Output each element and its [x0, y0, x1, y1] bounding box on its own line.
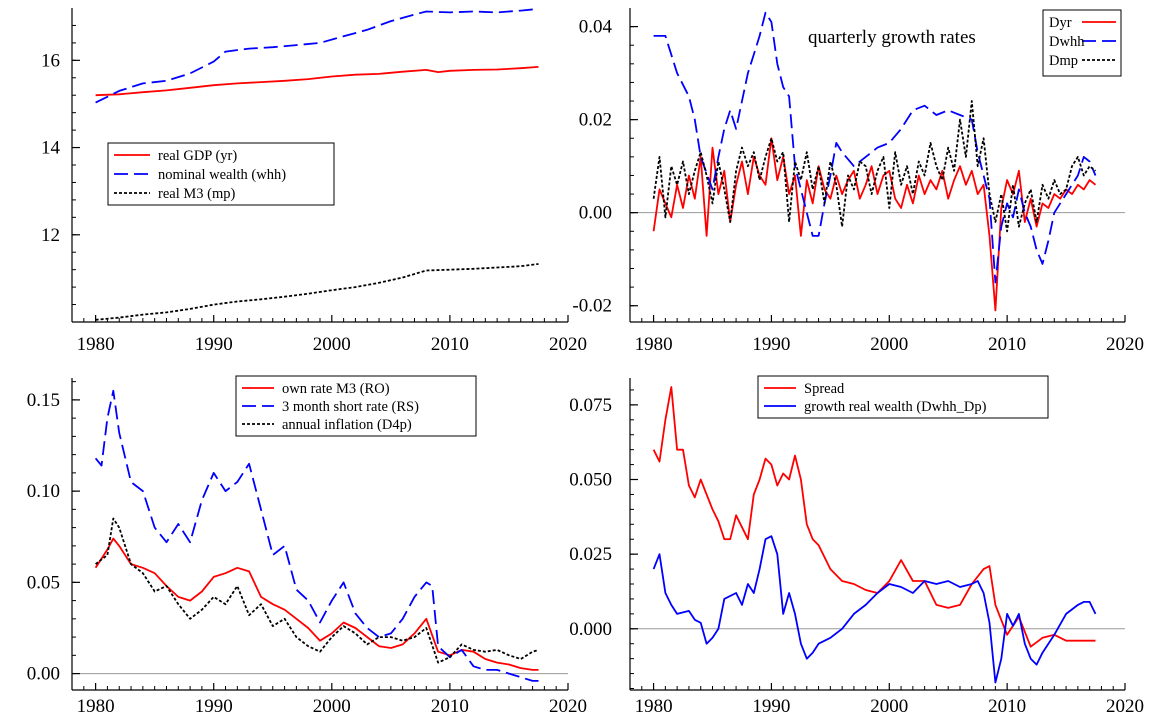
- legend-label: 3 month short rate (RS): [282, 399, 419, 415]
- legend-box: [235, 375, 477, 437]
- series-line-1: [94, 537, 539, 671]
- legend: real GDP (yr) nominal wealth (whh) real M3…: [107, 142, 335, 206]
- y-tick-label: 0.00: [27, 664, 60, 685]
- x-tick-label: 2010: [988, 696, 1026, 717]
- chart-panel-2: 1980 1990 2000 2010 2020 -0.02 0.00 0.02 0.04 qua…: [572, 8, 1144, 355]
- legend-box: [757, 375, 1049, 419]
- legend-label: real GDP (yr): [158, 148, 237, 164]
- chart-panel-4: 1980 1990 2000 2010 2020 0.000 0.025 0.050 0.075…: [569, 375, 1144, 717]
- x-tick-label: 2020: [1106, 696, 1144, 717]
- legend-label: Dyr: [1049, 15, 1072, 31]
- legend-label: Spread: [804, 381, 845, 397]
- x-tick-label: 1980: [635, 696, 673, 717]
- x-tick-label: 2020: [549, 334, 587, 355]
- series-line-1: [95, 66, 539, 97]
- legend-label: nominal wealth (whh): [158, 167, 286, 183]
- x-tick-label: 1980: [635, 334, 673, 355]
- x-tick-label: 2010: [988, 334, 1026, 355]
- x-tick-label: 2020: [549, 696, 587, 717]
- y-tick-label: 0.10: [27, 481, 60, 502]
- chart-panel-3: 1980 1990 2000 2010 2020 0.00 0.05 0.10 0.15 own …: [27, 375, 587, 717]
- legend: own rate M3 (RO) 3 month short rate (RS) a…: [235, 375, 477, 437]
- x-tick-label: 2010: [431, 334, 469, 355]
- y-tick-label: 0.02: [579, 110, 612, 131]
- series-line-3: [95, 517, 539, 664]
- x-tick-label: 1990: [195, 334, 233, 355]
- x-tick-label: 1990: [752, 696, 790, 717]
- x-tick-label: 1990: [195, 696, 233, 717]
- series-line-2: [94, 389, 539, 682]
- x-tick-label: 2010: [431, 696, 469, 717]
- y-tick-label: 0.15: [27, 390, 60, 411]
- legend-label: own rate M3 (RO): [282, 381, 390, 397]
- y-tick-label: 0.05: [27, 572, 60, 593]
- x-tick-label: 2000: [870, 696, 908, 717]
- legend-label: Dmp: [1049, 53, 1078, 69]
- y-tick-label: 0.000: [569, 619, 612, 640]
- legend-label: Dwhh: [1049, 34, 1085, 50]
- y-tick-label: 0.075: [569, 395, 612, 416]
- chart-panel-1: 1980 1990 2000 2010 2020 12 14 16 real GDP (yr) n…: [41, 8, 587, 355]
- x-tick-label: 1990: [752, 334, 790, 355]
- legend-box: [1042, 9, 1122, 77]
- series-line-3: [652, 100, 1097, 233]
- y-tick-label: 0.050: [569, 470, 612, 491]
- y-tick-label: 0.00: [579, 203, 612, 224]
- series-line-2: [652, 535, 1097, 684]
- series-line-2: [653, 11, 1097, 284]
- y-tick-label: 14: [41, 138, 61, 159]
- x-tick-label: 2020: [1106, 334, 1144, 355]
- x-tick-label: 1980: [77, 334, 115, 355]
- series-line-3: [95, 263, 539, 321]
- y-tick-label: -0.02: [572, 296, 612, 317]
- x-tick-label: 2000: [313, 334, 351, 355]
- x-tick-label: 2000: [313, 696, 351, 717]
- legend: Spread growth real wealth (Dwhh_Dp): [757, 375, 1049, 419]
- y-tick-label: 0.025: [569, 544, 612, 565]
- y-tick-label: 12: [41, 225, 60, 246]
- legend-label: real M3 (mp): [158, 186, 235, 202]
- x-tick-label: 2000: [870, 334, 908, 355]
- legend: Dyr Dwhh Dmp: [1042, 9, 1122, 77]
- y-tick-label: 16: [41, 50, 60, 71]
- series-line-2: [95, 8, 539, 104]
- series-line-1: [652, 386, 1096, 648]
- legend-label: growth real wealth (Dwhh_Dp): [804, 399, 987, 415]
- y-tick-label: 0.04: [579, 17, 613, 38]
- legend-box: [107, 142, 335, 206]
- x-tick-label: 1980: [77, 696, 115, 717]
- panel-annotation: quarterly growth rates: [808, 27, 976, 48]
- legend-label: annual inflation (D4p): [282, 417, 412, 433]
